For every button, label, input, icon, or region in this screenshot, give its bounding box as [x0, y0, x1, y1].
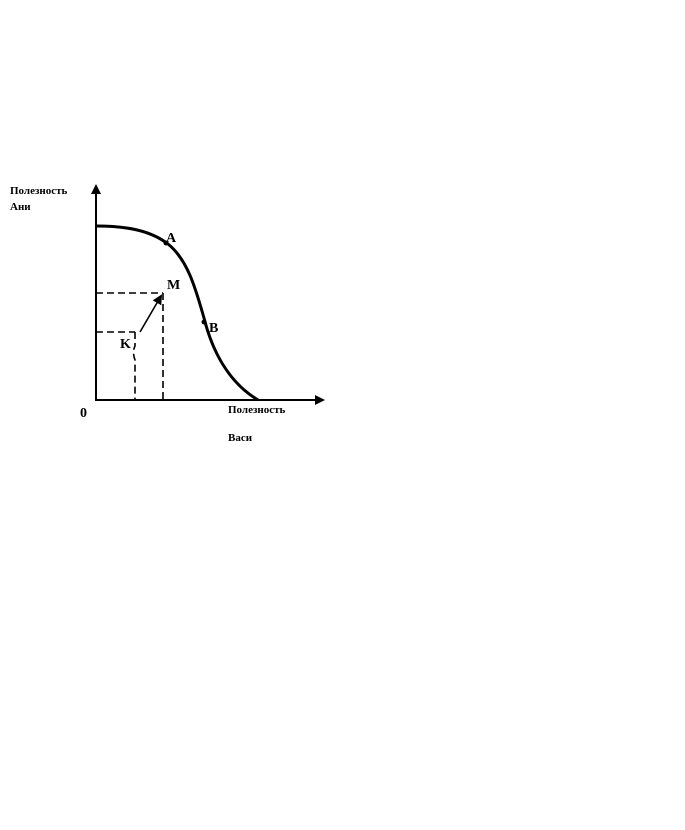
frontier-curve — [95, 224, 259, 402]
x-axis-label: Васи — [228, 432, 253, 444]
point-label: A — [166, 231, 177, 246]
y-axis-label: Ани — [10, 201, 31, 213]
y-axis-label: Полезность — [10, 185, 68, 197]
point-a-dot — [163, 240, 169, 246]
point-b-dot — [201, 319, 207, 325]
guides — [96, 292, 164, 400]
x-axis-label: Полезность — [228, 404, 286, 416]
origin-label: 0 — [80, 406, 87, 421]
point-label: K — [120, 337, 131, 352]
guide-k-vertical — [132, 332, 136, 400]
point-label: M — [167, 278, 180, 293]
point-label: B — [209, 321, 218, 336]
k-to-m-arrow — [139, 294, 163, 333]
